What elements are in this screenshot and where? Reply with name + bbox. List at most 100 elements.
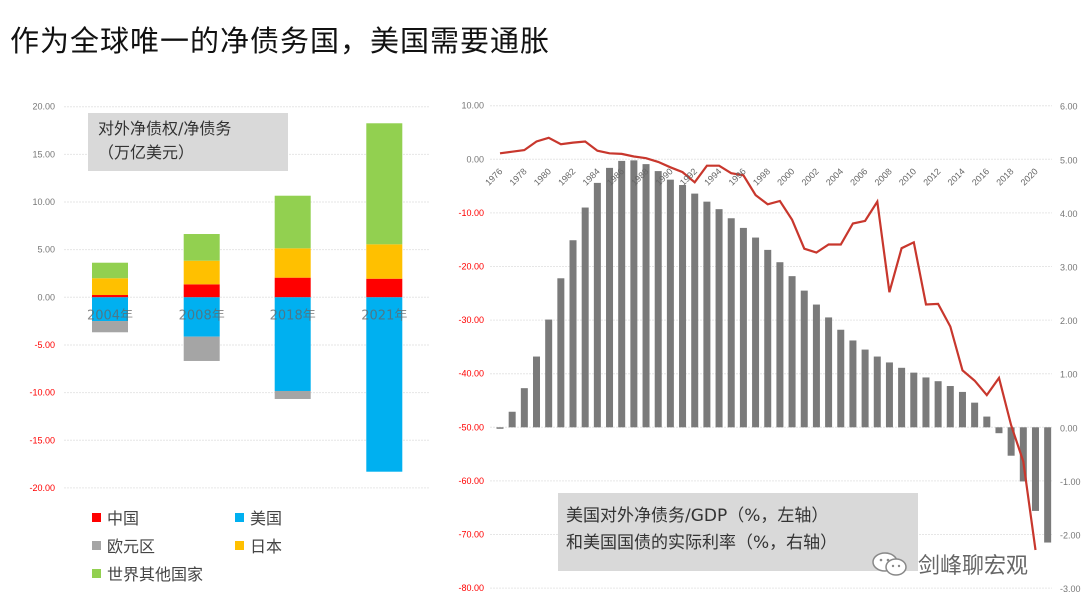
bar bbox=[1007, 427, 1015, 456]
bar bbox=[703, 201, 711, 428]
bar-segment bbox=[183, 260, 220, 285]
right-y-tick-label: 3.00 bbox=[1060, 263, 1078, 273]
legend-label: 中国 bbox=[107, 509, 140, 528]
bar-segment bbox=[274, 277, 311, 298]
bar bbox=[849, 340, 857, 428]
bar bbox=[508, 411, 516, 428]
left-y-tick-label: 10.00 bbox=[461, 101, 484, 111]
x-tick-label: 2016 bbox=[970, 166, 991, 187]
bar bbox=[958, 391, 966, 428]
bar bbox=[1031, 427, 1039, 511]
left-chart-title-line-1: 对外净债权/净债务 bbox=[98, 119, 232, 138]
right-chart-title-line-1: 美国对外净债务/GDP（%，左轴） bbox=[566, 506, 829, 526]
bar-segment bbox=[366, 123, 403, 245]
x-tick-label: 1982 bbox=[556, 166, 577, 187]
bar bbox=[654, 171, 662, 428]
legend-label: 世界其他国家 bbox=[107, 565, 204, 584]
legend-swatch bbox=[92, 512, 101, 522]
x-tick-label: 2018年 bbox=[270, 308, 316, 323]
bar bbox=[618, 160, 626, 428]
watermark-text: 剑峰聊宏观 bbox=[918, 554, 1029, 579]
left-y-tick-label: -50.00 bbox=[458, 422, 484, 432]
x-tick-label: 2004年 bbox=[87, 308, 133, 323]
bar bbox=[922, 377, 930, 428]
bar bbox=[545, 319, 553, 428]
bar-segment bbox=[366, 297, 403, 472]
legend-item-eurozone: 欧元区 bbox=[92, 533, 155, 557]
y-tick-label: -15.00 bbox=[29, 435, 55, 445]
right-y-tick-label: 1.00 bbox=[1060, 370, 1078, 380]
bar bbox=[934, 381, 942, 428]
y-tick-label: -10.00 bbox=[29, 388, 55, 398]
watermark: 剑峰聊宏观 bbox=[870, 548, 1028, 580]
bar bbox=[752, 237, 760, 428]
bar bbox=[788, 276, 796, 428]
right-y-tick-label: -2.00 bbox=[1060, 531, 1081, 541]
legend-item-japan: 日本 bbox=[235, 533, 282, 557]
bar bbox=[739, 227, 747, 428]
y-tick-label: 15.00 bbox=[32, 149, 55, 159]
slide-title: 作为全球唯一的净债务国，美国需要通胀 bbox=[10, 24, 551, 58]
bar bbox=[800, 290, 808, 428]
left-y-tick-label: -80.00 bbox=[458, 583, 484, 593]
x-tick-label: 2008年 bbox=[179, 308, 225, 323]
bar bbox=[885, 362, 893, 428]
legend-label: 欧元区 bbox=[107, 537, 156, 556]
right-y-tick-label: 2.00 bbox=[1060, 316, 1078, 326]
bar-segment bbox=[92, 295, 128, 298]
legend-swatch bbox=[235, 512, 244, 522]
legend-item-china: 中国 bbox=[92, 505, 139, 529]
bar bbox=[861, 349, 869, 428]
bar-segment bbox=[183, 297, 220, 337]
real-rate-line bbox=[499, 136, 1037, 551]
x-tick-label: 2012 bbox=[921, 166, 942, 187]
x-tick-label: 1992 bbox=[678, 166, 699, 187]
bar bbox=[520, 388, 528, 428]
legend-swatch bbox=[92, 540, 101, 550]
right-y-tick-label: 0.00 bbox=[1060, 423, 1078, 433]
bar bbox=[581, 207, 589, 428]
bar-segment bbox=[366, 244, 403, 279]
x-tick-label: 2018 bbox=[994, 166, 1015, 187]
right-chart-title-line-2: 和美国国债的实际利率（%，右轴） bbox=[566, 533, 838, 553]
y-tick-label: -5.00 bbox=[34, 340, 55, 350]
bar bbox=[776, 262, 784, 428]
right-y-tick-label: 5.00 bbox=[1060, 155, 1078, 165]
bar bbox=[898, 367, 906, 428]
bar-segment bbox=[92, 262, 128, 279]
right-y-tick-label: -1.00 bbox=[1060, 477, 1081, 487]
x-tick-label: 2000 bbox=[775, 166, 796, 187]
bar bbox=[946, 386, 954, 428]
bar bbox=[569, 240, 577, 428]
wechat-icon bbox=[872, 552, 907, 576]
right-y-tick-label: 6.00 bbox=[1060, 102, 1078, 112]
bar bbox=[764, 249, 772, 428]
bar bbox=[825, 317, 833, 428]
left-y-tick-label: -70.00 bbox=[458, 530, 484, 540]
bar bbox=[666, 179, 674, 428]
bar-segment bbox=[274, 297, 311, 391]
bar-segment bbox=[274, 248, 311, 278]
y-tick-label: 20.00 bbox=[32, 102, 55, 112]
bar-segment bbox=[183, 234, 220, 261]
bar bbox=[606, 167, 614, 428]
left-y-tick-label: -10.00 bbox=[458, 208, 484, 218]
bar bbox=[873, 356, 881, 428]
bar bbox=[1044, 427, 1052, 543]
legend-label: 美国 bbox=[250, 509, 283, 528]
y-tick-label: 5.00 bbox=[37, 245, 55, 255]
x-tick-label: 2014 bbox=[946, 166, 967, 187]
bar bbox=[971, 402, 979, 428]
bar-segment bbox=[92, 297, 128, 322]
right-y-tick-label: 4.00 bbox=[1060, 209, 1078, 219]
bar bbox=[812, 304, 820, 428]
bar-segment bbox=[183, 284, 220, 298]
left-y-tick-label: -40.00 bbox=[458, 369, 484, 379]
bar-segment bbox=[183, 336, 220, 361]
bar-segment bbox=[92, 321, 128, 333]
left-y-tick-label: 0.00 bbox=[466, 154, 484, 164]
bar-segment bbox=[274, 390, 311, 399]
legend-item-usa: 美国 bbox=[235, 505, 282, 529]
bar bbox=[715, 209, 723, 428]
